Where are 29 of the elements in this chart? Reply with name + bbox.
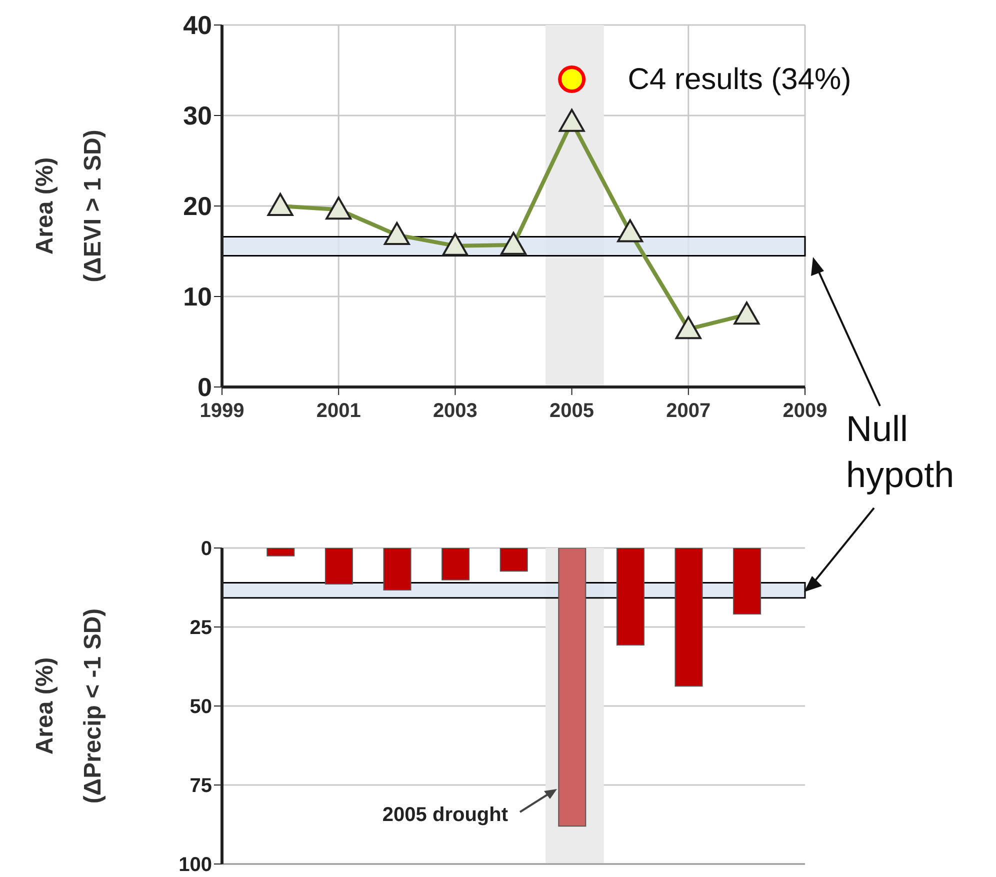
y-tick-label: 0 [200, 538, 212, 560]
bar [442, 548, 470, 580]
y-axis-title: Area (%) (ΔPrecip < -1 SD) [32, 608, 106, 804]
bar [266, 548, 295, 556]
series-label: C4 results (34%) [628, 62, 852, 96]
bar [674, 548, 703, 687]
text: Null hypoth [846, 407, 956, 497]
bar [383, 548, 412, 591]
bar [324, 548, 353, 585]
y-axis-title: Area (%) (ΔEVI > 1 SD) [32, 130, 106, 282]
x-tick-label: 2003 [432, 400, 478, 422]
y-tick-label: 100 [178, 854, 212, 876]
y-tick-label: 75 [190, 775, 212, 798]
x-tick-label: 2007 [666, 400, 711, 422]
y-tick-label: 30 [183, 100, 212, 131]
bar [733, 548, 762, 615]
y-tick-label: 0 [198, 372, 212, 402]
x-tick-label: 2001 [316, 400, 361, 422]
y-tick-label: 10 [183, 282, 212, 312]
y-tick-label: 25 [190, 617, 212, 640]
x-tick-label: 1999 [200, 400, 244, 422]
bar [616, 548, 644, 646]
x-tick-label: 2009 [782, 400, 828, 422]
bar [500, 548, 528, 572]
x-tick-label: 2005 [550, 400, 594, 422]
y-tick-label: 20 [183, 191, 212, 222]
y-tick-label: 40 [183, 10, 212, 40]
y-tick-label: 50 [190, 696, 212, 718]
annotation: 2005 drought [381, 804, 508, 827]
